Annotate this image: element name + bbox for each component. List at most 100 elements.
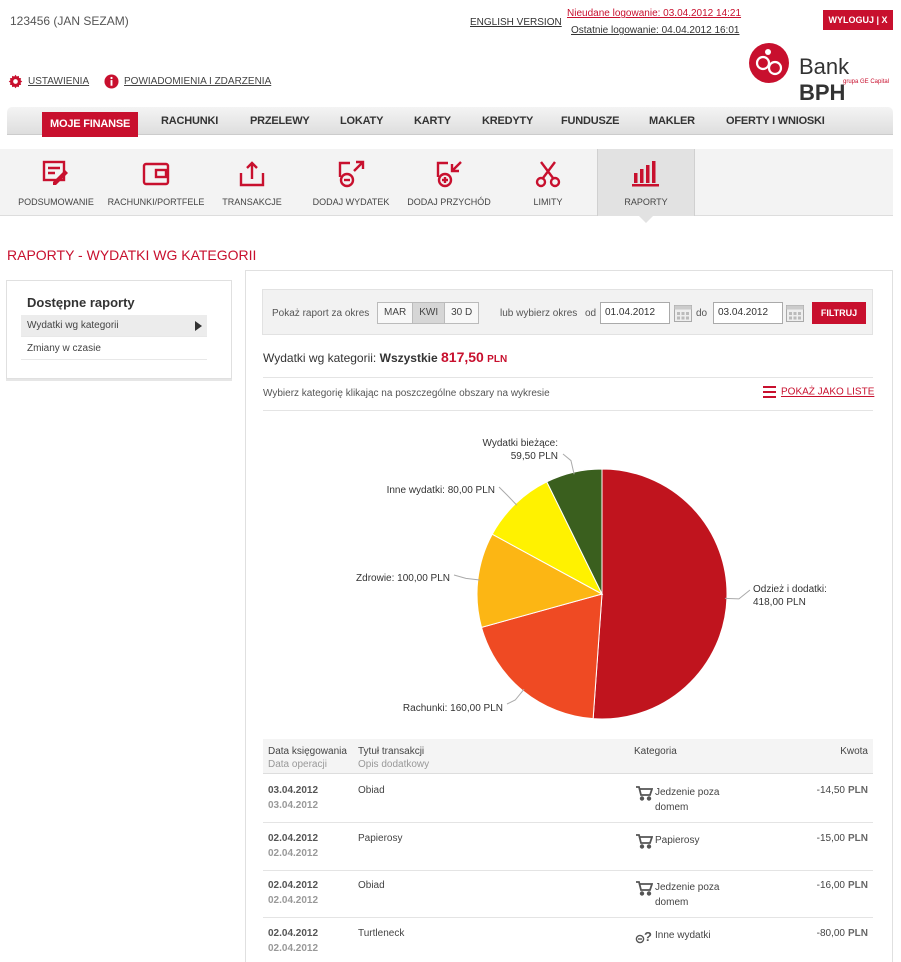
date-to-input[interactable]: 03.04.2012 bbox=[713, 302, 783, 324]
amount-currency: PLN bbox=[848, 928, 868, 939]
date-from-input[interactable]: 01.04.2012 bbox=[600, 302, 670, 324]
subnav-podsumowanie[interactable]: PODSUMOWANIE bbox=[10, 149, 102, 216]
transaction-amount: -16,00 PLN bbox=[817, 880, 868, 891]
operation-date: 03.04.2012 bbox=[268, 800, 319, 811]
nav-rachunki[interactable]: RACHUNKI bbox=[161, 115, 219, 127]
scissors-icon bbox=[535, 161, 561, 188]
amount-value: -16,00 bbox=[816, 880, 845, 891]
summary-amount: 817,50 bbox=[441, 349, 484, 365]
table-row[interactable]: 02.04.2012 02.04.2012 Papierosy Papieros… bbox=[263, 823, 873, 871]
from-label: od bbox=[585, 308, 597, 319]
show-as-list-link[interactable]: POKAŻ JAKO LISTE bbox=[763, 386, 874, 398]
amount-value: -80,00 bbox=[816, 928, 845, 939]
subnav-dodaj-przychod[interactable]: DODAJ PRZYCHÓD bbox=[400, 149, 498, 216]
period-30d[interactable]: 30 D bbox=[451, 307, 473, 318]
report-item-label: Zmiany w czasie bbox=[27, 343, 101, 354]
operation-date: 02.04.2012 bbox=[268, 848, 319, 859]
failed-login-link[interactable]: Nieudane logowanie: 03.04.2012 14:21 bbox=[567, 8, 742, 19]
period-mar[interactable]: MAR bbox=[378, 303, 414, 323]
nav-fundusze[interactable]: FUNDUSZE bbox=[561, 115, 620, 127]
summary-category: Wszystkie bbox=[379, 351, 438, 365]
table-row[interactable]: 03.04.2012 03.04.2012 Obiad Jedzenie poz… bbox=[263, 775, 873, 823]
pie-slice-label: Odzież i dodatki: bbox=[753, 584, 827, 595]
transactions-icon bbox=[239, 161, 265, 187]
info-icon bbox=[104, 74, 119, 89]
pie-leader-line bbox=[498, 486, 518, 506]
wallet-icon bbox=[142, 162, 170, 186]
report-item-changes-over-time[interactable]: Zmiany w czasie bbox=[21, 338, 207, 360]
add-income-icon bbox=[436, 161, 462, 188]
gear-icon bbox=[8, 74, 23, 89]
or-choose-label: lub wybierz okres bbox=[500, 308, 578, 319]
transactions-table-header: Data księgowania Data operacji Tytuł tra… bbox=[263, 739, 873, 774]
calendar-icon[interactable] bbox=[786, 303, 804, 322]
table-row[interactable]: 02.04.2012 02.04.2012 Turtleneck ? Inne … bbox=[263, 918, 873, 962]
settings-link[interactable]: USTAWIENIA bbox=[8, 74, 89, 89]
subnav-transakcje[interactable]: TRANSAKCJE bbox=[214, 149, 290, 216]
pie-slice-label: 59,50 PLN bbox=[511, 451, 558, 462]
report-item-label: Wydatki wg kategorii bbox=[27, 320, 119, 331]
subnav-rachunki-portfele[interactable]: RACHUNKI/PORTFELE bbox=[102, 149, 210, 216]
category-label: Papierosy bbox=[655, 835, 700, 846]
header-date-sub: Data operacji bbox=[268, 759, 327, 770]
nav-kredyty[interactable]: KREDYTY bbox=[482, 115, 534, 127]
subnav-raporty[interactable]: RAPORTY bbox=[597, 149, 695, 223]
table-row[interactable]: 02.04.2012 02.04.2012 Obiad Jedzenie poz… bbox=[263, 870, 873, 918]
summary-currency: PLN bbox=[487, 354, 508, 365]
user-id: 123456 (JAN SEZAM) bbox=[10, 14, 129, 28]
subnav-label: LIMITY bbox=[533, 197, 563, 207]
transaction-title: Obiad bbox=[358, 785, 385, 796]
category-label: Jedzenie poza domem bbox=[655, 787, 720, 813]
nav-lokaty[interactable]: LOKATY bbox=[340, 115, 384, 127]
nav-makler[interactable]: MAKLER bbox=[649, 115, 695, 127]
logo-word: Bank bbox=[799, 54, 850, 79]
bar-chart-icon bbox=[632, 161, 659, 187]
nav-przelewy[interactable]: PRZELEWY bbox=[250, 115, 310, 127]
to-label: do bbox=[696, 308, 708, 319]
add-expense-icon bbox=[338, 160, 365, 188]
filter-button[interactable]: FILTRUJ bbox=[812, 302, 866, 324]
subnav-label: TRANSAKCJE bbox=[222, 197, 282, 207]
sub-navigation: PODSUMOWANIE RACHUNKI/PORTFELE TRANSAKCJ… bbox=[0, 149, 893, 223]
arrow-right-icon bbox=[195, 321, 202, 331]
subnav-label: RACHUNKI/PORTFELE bbox=[107, 197, 205, 207]
reports-panel-title: Dostępne raporty bbox=[27, 295, 135, 310]
subnav-limity[interactable]: LIMITY bbox=[510, 149, 586, 216]
divider bbox=[263, 377, 873, 378]
subnav-label: PODSUMOWANIE bbox=[18, 197, 94, 207]
category-label: Inne wydatki bbox=[655, 930, 711, 941]
operation-date: 02.04.2012 bbox=[268, 943, 319, 954]
pie-slice-label: Wydatki bieżące: bbox=[483, 438, 559, 449]
logout-button[interactable]: WYLOGUJ | X bbox=[823, 10, 893, 30]
english-version-link[interactable]: ENGLISH VERSION bbox=[470, 17, 562, 28]
header-category: Kategoria bbox=[634, 746, 677, 757]
amount-currency: PLN bbox=[848, 833, 868, 844]
nav-moje-finanse[interactable]: MOJE FINANSE bbox=[42, 112, 139, 137]
svg-text:?: ? bbox=[644, 929, 652, 944]
transaction-title: Papierosy bbox=[358, 833, 403, 844]
nav-karty[interactable]: KARTY bbox=[414, 115, 451, 127]
pie-leader-line bbox=[453, 574, 480, 581]
filter-bar: Pokaż raport za okres MAR KWI 30 D lub w… bbox=[262, 289, 873, 335]
settings-label: USTAWIENIA bbox=[28, 76, 90, 88]
report-item-by-category[interactable]: Wydatki wg kategorii bbox=[21, 315, 207, 337]
pie-slice[interactable] bbox=[592, 468, 728, 720]
bank-logo bbox=[749, 43, 789, 83]
pie-slice-label: Inne wydatki: 80,00 PLN bbox=[387, 485, 495, 496]
logo-subtitle: grupa GE Capital bbox=[843, 79, 890, 85]
notifications-link[interactable]: POWIADOMIENIA I ZDARZENIA bbox=[104, 74, 271, 89]
summary-line: Wydatki wg kategorii: Wszystkie 817,50 P… bbox=[263, 349, 507, 365]
question-icon: ? bbox=[635, 929, 652, 944]
subnav-label: DODAJ WYDATEK bbox=[312, 197, 390, 207]
amount-value: -14,50 bbox=[816, 785, 845, 796]
last-login-link[interactable]: Ostatnie logowanie: 04.04.2012 16:01 bbox=[571, 25, 740, 36]
chart-hint: Wybierz kategorię klikając na poszczegól… bbox=[263, 388, 550, 399]
nav-oferty-i-wnioski[interactable]: OFERTY I WNIOSKI bbox=[726, 115, 825, 127]
booking-date: 02.04.2012 bbox=[268, 880, 319, 891]
booking-date: 03.04.2012 bbox=[268, 785, 319, 796]
amount-currency: PLN bbox=[848, 880, 868, 891]
period-kwi[interactable]: KWI bbox=[413, 303, 446, 323]
notifications-label: POWIADOMIENIA I ZDARZENIA bbox=[124, 76, 272, 88]
calendar-icon[interactable] bbox=[674, 303, 692, 322]
subnav-dodaj-wydatek[interactable]: DODAJ WYDATEK bbox=[304, 149, 398, 216]
